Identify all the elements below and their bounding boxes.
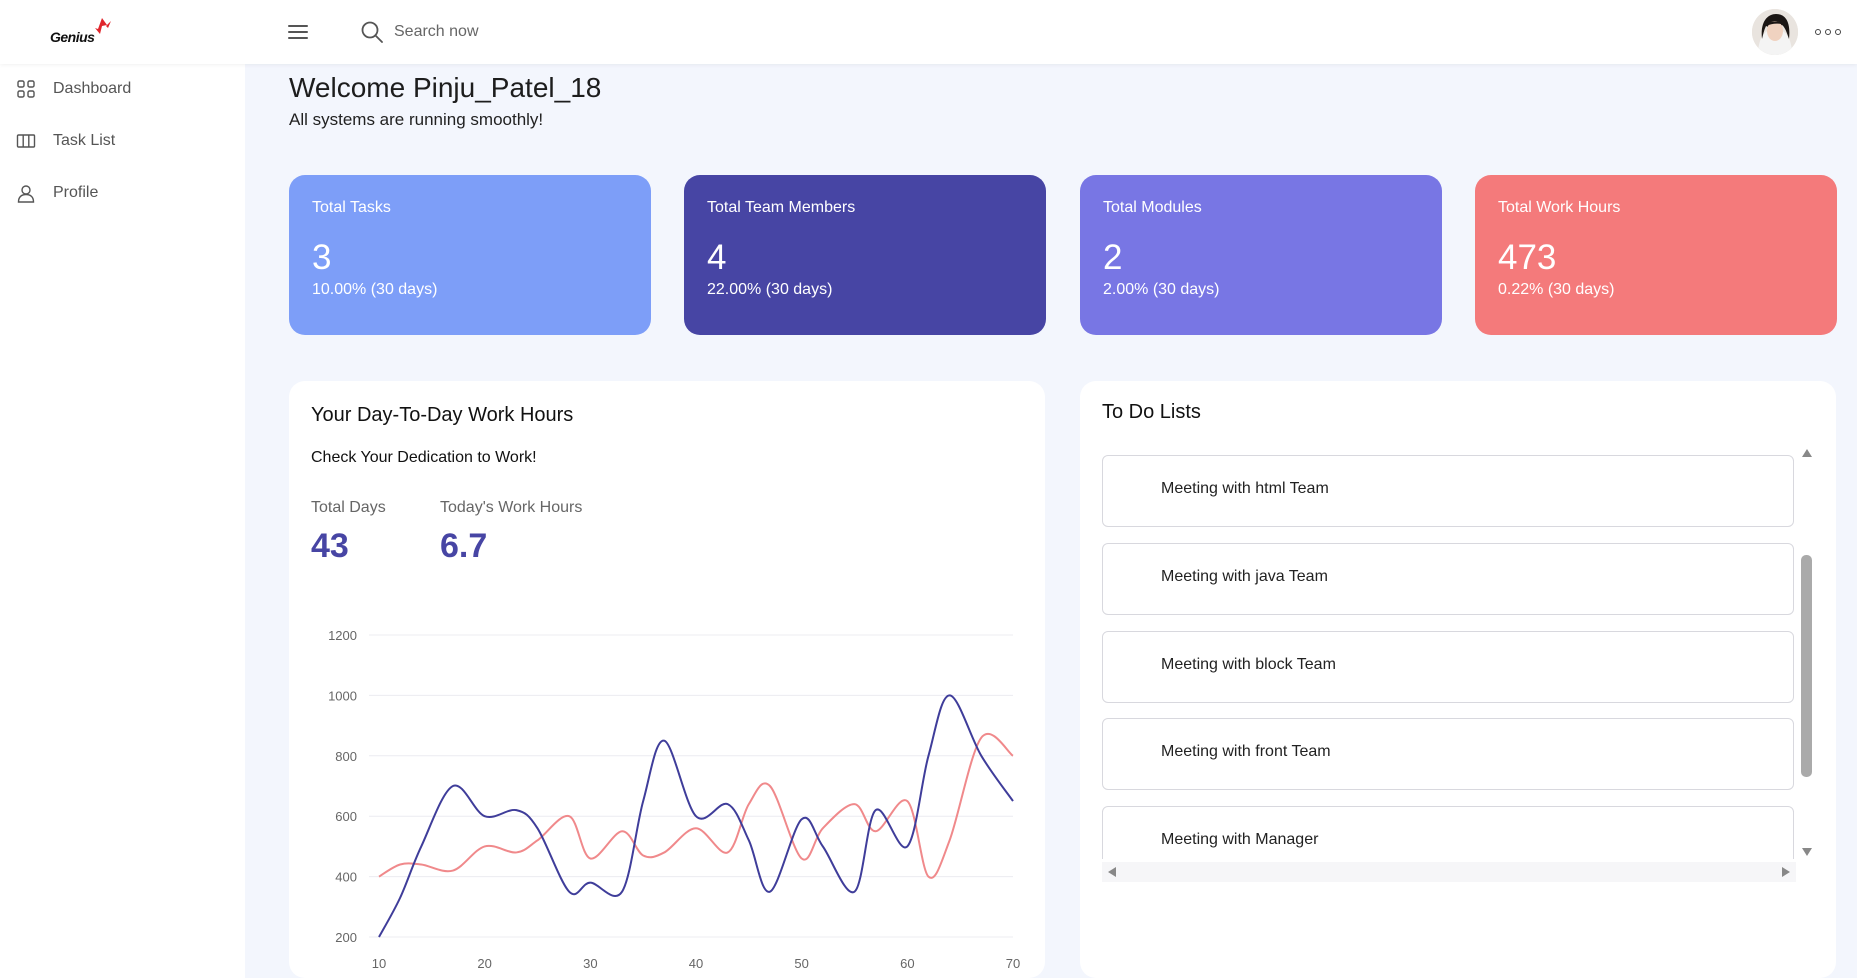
card-title: To Do Lists: [1102, 401, 1201, 423]
stat-value: 3: [312, 238, 332, 277]
work-hours-card: Your Day-To-Day Work Hours Check Your De…: [289, 381, 1045, 978]
stat-value: 4: [707, 238, 727, 277]
x-tick-label: 40: [689, 956, 703, 971]
stat-title: Total Work Hours: [1498, 199, 1621, 216]
stat-card-total-team-members: Total Team Members 4 22.00% (30 days): [684, 175, 1046, 335]
sidebar-item-label: Task List: [53, 132, 116, 149]
more-options-icon[interactable]: [1815, 22, 1841, 42]
x-tick-label: 30: [583, 956, 597, 971]
todo-item-label: Meeting with block Team: [1161, 656, 1336, 673]
search-icon[interactable]: [360, 20, 384, 44]
avatar-portrait-icon: [1752, 9, 1798, 55]
search-input[interactable]: [394, 23, 594, 41]
todo-item[interactable]: Meeting with block Team: [1102, 631, 1794, 703]
todo-item[interactable]: Meeting with java Team: [1102, 543, 1794, 615]
x-tick-label: 20: [477, 956, 491, 971]
genius-logo[interactable]: Genius: [50, 16, 120, 50]
card-subtitle: Check Your Dedication to Work!: [311, 449, 537, 466]
y-tick-label: 400: [335, 870, 357, 885]
series-line-1: [378, 733, 1014, 879]
todo-vertical-scrollbar[interactable]: [1798, 445, 1816, 861]
sidebar: Dashboard Task List Profile: [0, 64, 245, 978]
stat-value: 2: [1103, 238, 1123, 277]
x-tick-label: 70: [1006, 956, 1020, 971]
y-tick-label: 200: [335, 930, 357, 945]
page-title: Welcome Pinju_Patel_18: [289, 72, 602, 103]
y-tick-label: 600: [335, 809, 357, 824]
user-icon: [17, 185, 35, 203]
columns-icon: [16, 134, 36, 148]
y-tick-label: 1200: [328, 628, 357, 643]
todo-horizontal-scrollbar[interactable]: [1102, 862, 1796, 882]
stat-card-total-modules: Total Modules 2 2.00% (30 days): [1080, 175, 1442, 335]
scroll-up-arrow-icon[interactable]: [1802, 449, 1812, 457]
y-tick-label: 800: [335, 749, 357, 764]
stat-title: Total Modules: [1103, 199, 1202, 216]
todo-item-label: Meeting with front Team: [1161, 743, 1331, 760]
logo-text: Genius: [50, 29, 95, 45]
stat-change: 22.00% (30 days): [707, 281, 833, 298]
hamburger-menu-icon[interactable]: [288, 22, 312, 42]
sidebar-item-dashboard[interactable]: Dashboard: [16, 74, 226, 104]
stat-change: 2.00% (30 days): [1103, 281, 1220, 298]
sidebar-item-profile[interactable]: Profile: [16, 178, 226, 208]
logo-mark-icon: [95, 18, 111, 34]
todays-work-hours-label: Today's Work Hours: [440, 499, 583, 516]
x-tick-label: 60: [900, 956, 914, 971]
x-tick-label: 50: [794, 956, 808, 971]
user-avatar[interactable]: [1752, 9, 1798, 55]
page-subtitle: All systems are running smoothly!: [289, 110, 544, 129]
todo-item-label: Meeting with java Team: [1161, 568, 1328, 585]
top-bar: Genius: [0, 0, 1857, 64]
sidebar-item-task-list[interactable]: Task List: [16, 126, 226, 156]
todo-list: Meeting with html Team Meeting with java…: [1102, 455, 1796, 859]
card-title: Your Day-To-Day Work Hours: [311, 404, 574, 426]
todo-item-label: Meeting with html Team: [1161, 480, 1329, 497]
todo-item[interactable]: Meeting with front Team: [1102, 718, 1794, 790]
todo-card: To Do Lists Meeting with html Team Meeti…: [1080, 381, 1836, 978]
work-hours-line-chart: 200 400 600 800 1000 1200 10 20 30 40 50 60 70: [328, 628, 1020, 971]
stat-card-total-tasks: Total Tasks 3 10.00% (30 days): [289, 175, 651, 335]
x-tick-label: 10: [372, 956, 386, 971]
stat-title: Total Tasks: [312, 199, 391, 216]
todo-item[interactable]: Meeting with html Team: [1102, 455, 1794, 527]
stat-change: 10.00% (30 days): [312, 281, 438, 298]
search-bar: [360, 18, 620, 46]
y-tick-label: 1000: [328, 688, 357, 703]
total-days-value: 43: [311, 527, 349, 565]
scroll-right-arrow-icon[interactable]: [1782, 867, 1790, 877]
sidebar-item-label: Dashboard: [53, 80, 132, 97]
scrollbar-thumb[interactable]: [1801, 555, 1812, 777]
stat-value: 473: [1498, 238, 1557, 277]
todo-item-label: Meeting with Manager: [1161, 831, 1319, 848]
series-line-0: [378, 694, 1014, 938]
stat-change: 0.22% (30 days): [1498, 281, 1615, 298]
total-days-label: Total Days: [311, 499, 386, 516]
stat-title: Total Team Members: [707, 199, 856, 216]
grid-icon: [17, 80, 35, 98]
stat-card-total-work-hours: Total Work Hours 473 0.22% (30 days): [1475, 175, 1837, 335]
scroll-down-arrow-icon[interactable]: [1802, 848, 1812, 856]
scroll-left-arrow-icon[interactable]: [1108, 867, 1116, 877]
todo-item[interactable]: Meeting with Manager: [1102, 806, 1794, 859]
sidebar-item-label: Profile: [53, 184, 99, 201]
todays-work-hours-value: 6.7: [440, 527, 488, 565]
